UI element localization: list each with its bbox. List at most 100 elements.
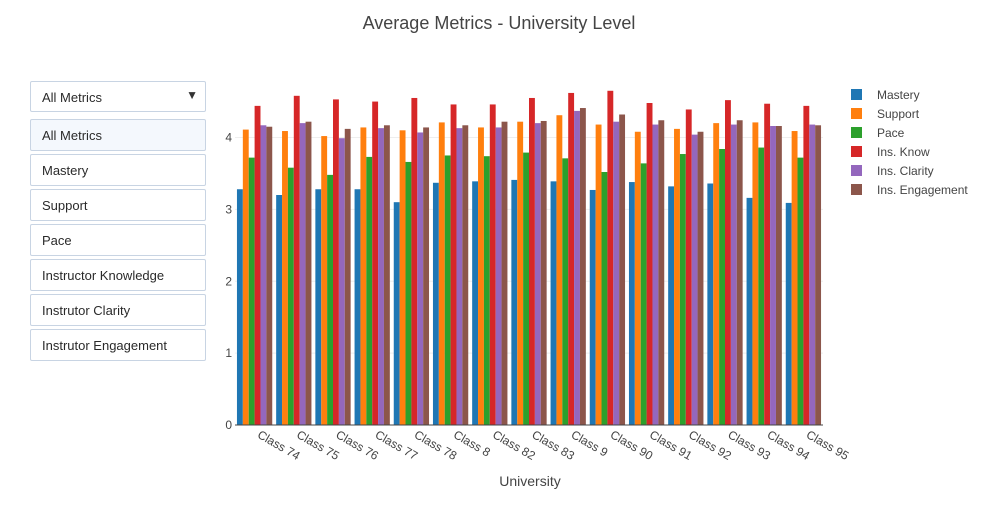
legend-label[interactable]: Ins. Engagement xyxy=(877,183,968,197)
bar[interactable] xyxy=(378,128,384,425)
bar[interactable] xyxy=(746,197,753,425)
bar[interactable] xyxy=(764,103,771,425)
bar[interactable] xyxy=(589,189,596,425)
bar[interactable] xyxy=(293,95,300,425)
bar[interactable] xyxy=(736,120,743,425)
bar[interactable] xyxy=(634,131,641,425)
bar[interactable] xyxy=(354,189,361,425)
bar[interactable] xyxy=(562,158,569,425)
metric-dropdown[interactable]: All Metrics ▼ xyxy=(30,81,206,112)
legend-swatch[interactable] xyxy=(851,165,862,176)
bar[interactable] xyxy=(242,129,249,425)
bar[interactable] xyxy=(483,156,490,425)
legend-swatch[interactable] xyxy=(851,146,862,157)
bar[interactable] xyxy=(540,120,547,425)
legend-label[interactable]: Pace xyxy=(877,126,905,140)
bar[interactable] xyxy=(372,101,379,425)
bar[interactable] xyxy=(697,131,704,425)
bar[interactable] xyxy=(674,128,680,425)
bar[interactable] xyxy=(489,104,496,425)
bar[interactable] xyxy=(568,92,575,425)
bar[interactable] xyxy=(619,114,626,426)
legend-label[interactable]: Ins. Clarity xyxy=(877,164,934,178)
bar[interactable] xyxy=(770,126,776,425)
bar[interactable] xyxy=(658,120,665,425)
bar[interactable] xyxy=(550,181,557,425)
bar[interactable] xyxy=(393,202,400,425)
bar[interactable] xyxy=(803,105,810,425)
bar[interactable] xyxy=(785,202,792,425)
bar[interactable] xyxy=(815,125,822,425)
bar[interactable] xyxy=(511,179,518,425)
bar[interactable] xyxy=(399,130,406,425)
bar[interactable] xyxy=(574,110,580,425)
bar[interactable] xyxy=(691,134,698,425)
bar[interactable] xyxy=(556,115,563,425)
bar[interactable] xyxy=(282,131,288,425)
bar[interactable] xyxy=(338,138,345,425)
bar[interactable] xyxy=(758,147,765,425)
bar[interactable] xyxy=(595,124,602,425)
bar[interactable] xyxy=(254,105,261,425)
dropdown-option-instructor-engagement[interactable]: Instrutor Engagement xyxy=(30,329,206,361)
bar[interactable] xyxy=(423,127,430,425)
bar[interactable] xyxy=(360,127,367,425)
bar[interactable] xyxy=(344,128,351,425)
bar[interactable] xyxy=(607,90,614,425)
bar[interactable] xyxy=(417,132,424,425)
bar[interactable] xyxy=(685,109,692,425)
bar[interactable] xyxy=(405,161,412,425)
bar[interactable] xyxy=(534,123,541,425)
bar[interactable] xyxy=(432,182,439,425)
bar[interactable] xyxy=(775,126,782,425)
bar[interactable] xyxy=(305,121,312,425)
bar[interactable] xyxy=(730,124,737,425)
legend-swatch[interactable] xyxy=(851,184,862,195)
bar[interactable] xyxy=(456,128,463,425)
bar[interactable] xyxy=(411,97,418,425)
bar[interactable] xyxy=(333,99,339,425)
bar[interactable] xyxy=(462,125,469,425)
bar[interactable] xyxy=(613,121,620,425)
dropdown-option-instructor-clarity[interactable]: Instrutor Clarity xyxy=(30,294,206,326)
bar[interactable] xyxy=(809,124,816,425)
dropdown-option-support[interactable]: Support xyxy=(30,189,206,221)
bar[interactable] xyxy=(260,125,267,425)
bar[interactable] xyxy=(646,103,653,425)
bar[interactable] xyxy=(797,157,804,425)
bar[interactable] xyxy=(628,182,635,425)
legend[interactable]: Mastery Support Pace Ins. Know Ins. Clarity I… xyxy=(851,88,968,197)
bar[interactable] xyxy=(472,181,479,425)
legend-swatch[interactable] xyxy=(851,108,862,119)
bar[interactable] xyxy=(478,127,484,425)
bar[interactable] xyxy=(315,189,322,425)
bar[interactable] xyxy=(652,124,659,425)
bar[interactable] xyxy=(725,100,731,425)
chevron-down-icon[interactable]: ▼ xyxy=(186,88,198,102)
bar[interactable] xyxy=(752,122,759,425)
legend-label[interactable]: Mastery xyxy=(877,88,920,102)
bar[interactable] xyxy=(438,122,445,425)
bar[interactable] xyxy=(444,155,451,425)
bar[interactable] xyxy=(791,131,798,425)
bar[interactable] xyxy=(383,125,390,425)
bar[interactable] xyxy=(501,121,508,425)
bar[interactable] xyxy=(327,174,333,425)
bar[interactable] xyxy=(601,172,608,425)
bar[interactable] xyxy=(713,123,720,425)
bar[interactable] xyxy=(523,152,529,425)
legend-label[interactable]: Ins. Know xyxy=(877,145,930,159)
bar[interactable] xyxy=(640,163,647,425)
bar[interactable] xyxy=(719,149,725,425)
bar[interactable] xyxy=(366,156,373,425)
dropdown-option-instructor-knowledge[interactable]: Instructor Knowledge xyxy=(30,259,206,291)
bar[interactable] xyxy=(299,123,306,425)
dropdown-option-all-metrics[interactable]: All Metrics xyxy=(30,119,206,151)
legend-swatch[interactable] xyxy=(851,89,862,100)
bar[interactable] xyxy=(266,126,273,425)
dropdown-option-mastery[interactable]: Mastery xyxy=(30,154,206,186)
bar[interactable] xyxy=(529,97,535,425)
bar[interactable] xyxy=(495,127,502,425)
bar[interactable] xyxy=(579,108,586,425)
bar[interactable] xyxy=(668,186,675,425)
